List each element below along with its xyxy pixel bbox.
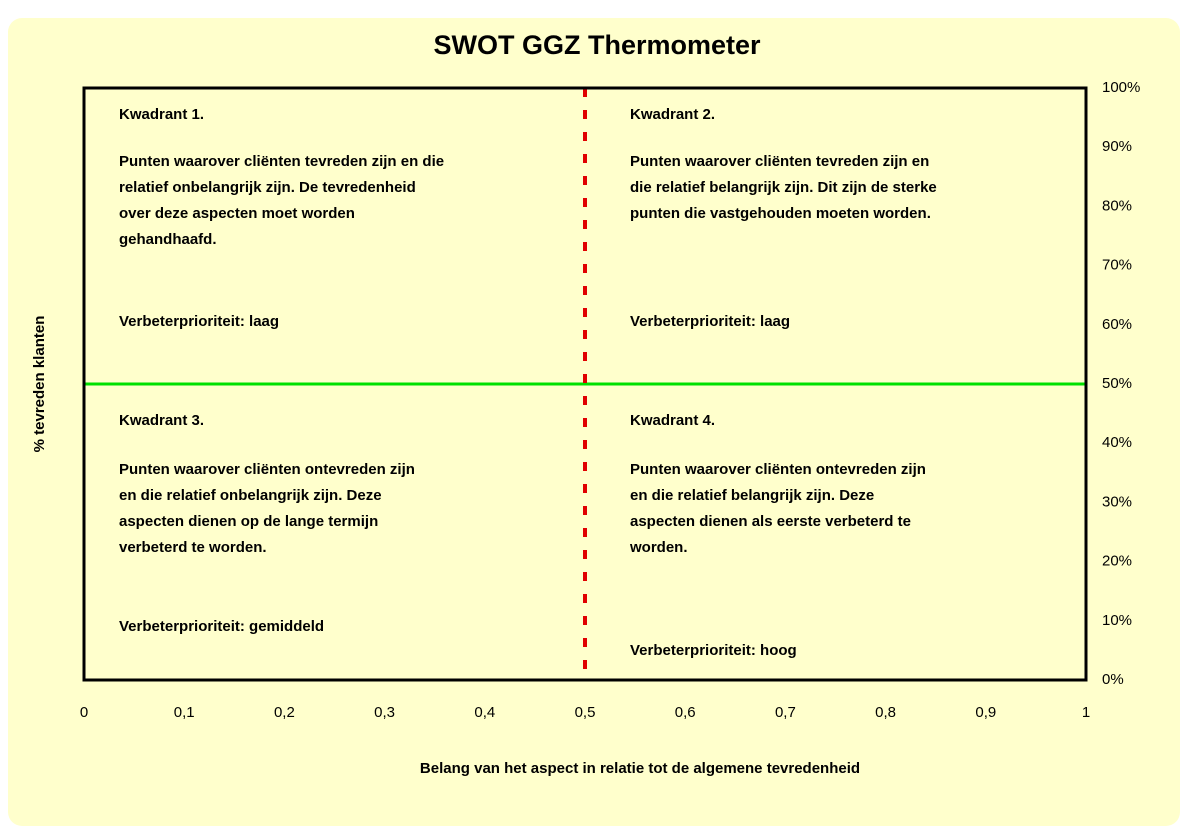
quadrant-text: Punten waarover cliënten tevreden zijn e… [119, 153, 444, 170]
x-tick-label: 1 [1082, 704, 1090, 721]
quadrant-priority: Verbeterprioriteit: laag [119, 313, 279, 330]
quadrant-text: gehandhaafd. [119, 231, 217, 248]
x-tick-label: 0,8 [875, 704, 896, 721]
y-tick-label: 30% [1102, 493, 1132, 510]
y-tick-label: 50% [1102, 375, 1132, 392]
quadrant-title: Kwadrant 2. [630, 106, 715, 123]
quadrant-text: Punten waarover cliënten ontevreden zijn [119, 461, 415, 478]
y-tick-label: 20% [1102, 553, 1132, 570]
quadrant-text: punten die vastgehouden moeten worden. [630, 205, 931, 222]
y-tick-label: 0% [1102, 671, 1124, 688]
x-tick-label: 0,1 [174, 704, 195, 721]
y-tick-label: 40% [1102, 434, 1132, 451]
x-tick-label: 0 [80, 704, 88, 721]
quadrant-text: verbeterd te worden. [119, 539, 267, 556]
quadrant-title: Kwadrant 1. [119, 106, 204, 123]
y-tick-label: 10% [1102, 612, 1132, 629]
x-tick-label: 0,9 [975, 704, 996, 721]
quadrant-priority: Verbeterprioriteit: gemiddeld [119, 618, 324, 635]
y-tick-label: 80% [1102, 197, 1132, 214]
chart-background [8, 18, 1180, 826]
quadrant-priority: Verbeterprioriteit: laag [630, 313, 790, 330]
quadrant-text: Punten waarover cliënten ontevreden zijn [630, 461, 926, 478]
quadrant-text: over deze aspecten moet worden [119, 205, 355, 222]
y-tick-label: 100% [1102, 79, 1140, 96]
quadrant-title: Kwadrant 4. [630, 412, 715, 429]
plot-border [82, 86, 1088, 682]
y-axis-label: % tevreden klanten [31, 316, 48, 453]
x-tick-label: 0,5 [575, 704, 596, 721]
quadrant-text: aspecten dienen op de lange termijn [119, 513, 378, 530]
chart-title: SWOT GGZ Thermometer [433, 30, 761, 60]
quadrant-title: Kwadrant 3. [119, 412, 204, 429]
x-tick-label: 0,2 [274, 704, 295, 721]
quadrant-text: en die relatief onbelangrijk zijn. Deze [119, 487, 382, 504]
quadrant-text: relatief onbelangrijk zijn. De tevredenh… [119, 179, 416, 196]
x-axis-label: Belang van het aspect in relatie tot de … [420, 760, 860, 777]
quadrant-priority: Verbeterprioriteit: hoog [630, 642, 797, 659]
x-tick-label: 0,6 [675, 704, 696, 721]
y-tick-label: 70% [1102, 257, 1132, 274]
y-tick-label: 90% [1102, 138, 1132, 155]
x-tick-label: 0,4 [474, 704, 495, 721]
x-tick-label: 0,7 [775, 704, 796, 721]
quadrant-text: worden. [629, 539, 688, 556]
y-tick-label: 60% [1102, 316, 1132, 333]
quadrant-text: die relatief belangrijk zijn. Dit zijn d… [630, 179, 937, 196]
quadrant-text: aspecten dienen als eerste verbeterd te [630, 513, 911, 530]
quadrant-text: Punten waarover cliënten tevreden zijn e… [630, 153, 929, 170]
x-tick-label: 0,3 [374, 704, 395, 721]
quadrant-text: en die relatief belangrijk zijn. Deze [630, 487, 874, 504]
